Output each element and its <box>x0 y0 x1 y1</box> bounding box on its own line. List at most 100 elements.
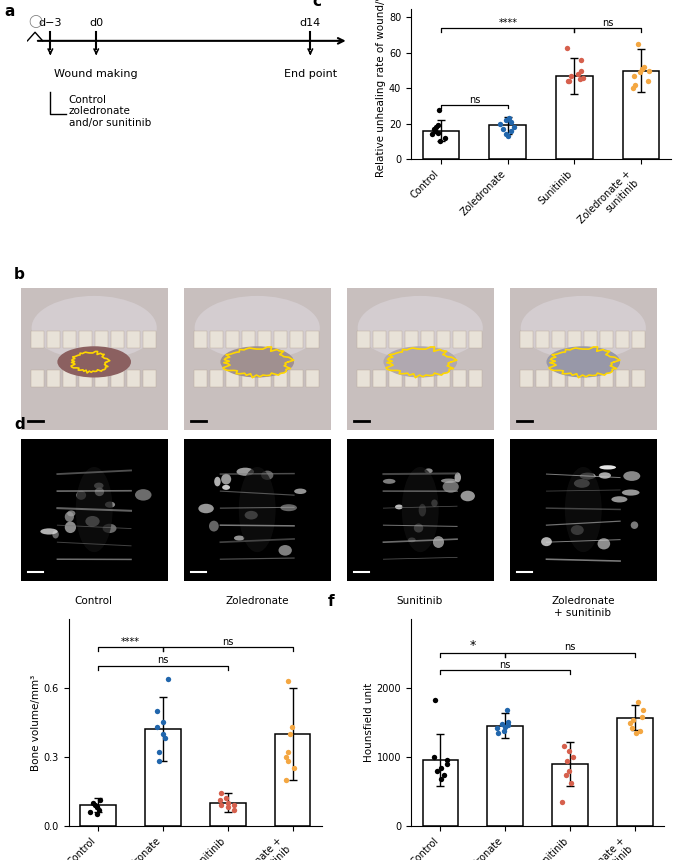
Bar <box>111 371 124 387</box>
Point <box>280 750 291 764</box>
Point <box>429 750 440 764</box>
Point <box>93 802 104 816</box>
Point <box>568 750 579 764</box>
Point <box>573 67 584 81</box>
Bar <box>437 330 450 347</box>
Bar <box>453 371 466 387</box>
Point <box>502 718 513 732</box>
Text: Sunitinib: Sunitinib <box>397 445 443 456</box>
Bar <box>31 371 44 387</box>
Ellipse shape <box>65 521 76 533</box>
Point <box>501 703 512 717</box>
Point <box>90 798 101 812</box>
FancyBboxPatch shape <box>21 288 168 430</box>
Bar <box>469 330 482 347</box>
Point <box>497 122 508 136</box>
Point <box>501 127 512 141</box>
Point <box>215 794 226 808</box>
Bar <box>226 330 239 347</box>
Point <box>228 802 239 816</box>
FancyBboxPatch shape <box>510 439 657 580</box>
Ellipse shape <box>631 521 638 529</box>
Point <box>430 693 441 707</box>
Point <box>564 74 575 88</box>
Y-axis label: Bone volume/mm³: Bone volume/mm³ <box>31 674 40 771</box>
Bar <box>357 371 370 387</box>
Ellipse shape <box>32 296 157 359</box>
FancyBboxPatch shape <box>510 288 657 430</box>
Point <box>632 37 643 51</box>
Ellipse shape <box>86 516 99 526</box>
Ellipse shape <box>76 467 112 552</box>
Point <box>434 102 445 116</box>
Point <box>281 773 292 787</box>
Ellipse shape <box>565 467 601 552</box>
Point <box>222 801 233 814</box>
Text: Zoledronate: Zoledronate <box>225 596 288 606</box>
Bar <box>536 371 549 387</box>
Point <box>627 713 638 727</box>
Point <box>91 801 102 814</box>
Text: Control: Control <box>75 596 113 606</box>
Bar <box>520 330 533 347</box>
Ellipse shape <box>52 531 59 538</box>
Ellipse shape <box>245 511 258 519</box>
Text: ****: **** <box>498 18 517 28</box>
Y-axis label: Hounsfield unit: Hounsfield unit <box>364 683 374 762</box>
Bar <box>142 330 156 347</box>
Point <box>506 115 516 129</box>
Ellipse shape <box>261 470 273 480</box>
Point <box>643 74 653 88</box>
Ellipse shape <box>443 481 459 493</box>
Bar <box>111 330 124 347</box>
Bar <box>306 330 319 347</box>
Bar <box>552 330 565 347</box>
Point <box>503 716 514 729</box>
Point <box>429 122 440 136</box>
Y-axis label: Relative unhealing rate of wound/%: Relative unhealing rate of wound/% <box>376 0 386 177</box>
Point <box>289 761 300 775</box>
Bar <box>617 717 653 826</box>
Point <box>627 82 638 95</box>
Bar <box>632 330 645 347</box>
Bar <box>274 330 287 347</box>
Ellipse shape <box>599 465 616 470</box>
Ellipse shape <box>358 296 483 359</box>
Bar <box>210 371 223 387</box>
Point <box>637 710 648 724</box>
Bar <box>584 371 597 387</box>
Ellipse shape <box>221 474 232 484</box>
Point <box>638 703 649 717</box>
Bar <box>210 802 245 826</box>
Text: d−3: d−3 <box>38 18 62 28</box>
Bar <box>79 371 92 387</box>
Bar <box>63 371 76 387</box>
FancyBboxPatch shape <box>347 288 494 430</box>
Point <box>162 672 173 685</box>
Bar <box>632 371 645 387</box>
Bar <box>437 371 450 387</box>
Point <box>154 754 165 768</box>
Point <box>282 674 293 688</box>
Point <box>282 746 293 759</box>
Ellipse shape <box>441 478 457 483</box>
FancyBboxPatch shape <box>184 288 331 430</box>
Bar <box>556 76 593 159</box>
Point <box>223 796 234 809</box>
FancyBboxPatch shape <box>184 439 331 580</box>
Point <box>629 69 640 83</box>
Ellipse shape <box>580 473 595 480</box>
Bar <box>47 371 60 387</box>
Bar <box>623 71 660 159</box>
Ellipse shape <box>599 472 611 479</box>
Text: Control: Control <box>75 445 113 456</box>
Ellipse shape <box>105 501 115 507</box>
Ellipse shape <box>76 491 86 500</box>
Point <box>84 805 95 819</box>
Ellipse shape <box>214 476 221 487</box>
Point <box>282 754 293 768</box>
Bar <box>242 371 255 387</box>
Point <box>634 65 645 79</box>
Ellipse shape <box>541 538 552 546</box>
Text: Sunitinib: Sunitinib <box>397 596 443 606</box>
